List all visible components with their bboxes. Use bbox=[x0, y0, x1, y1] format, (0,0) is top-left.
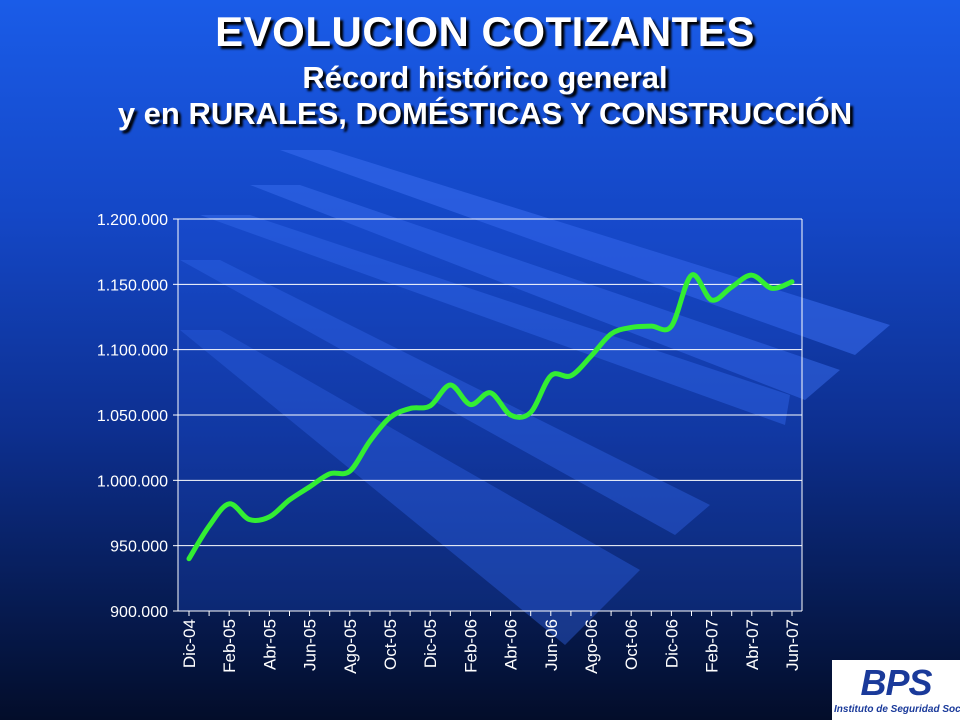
y-tick-label: 900.000 bbox=[110, 604, 168, 621]
data-point bbox=[208, 525, 210, 527]
data-point bbox=[188, 558, 190, 560]
x-tick-label: Ago-06 bbox=[582, 619, 601, 674]
x-tick-label: Jun-06 bbox=[542, 619, 561, 671]
data-point bbox=[409, 407, 411, 409]
data-point bbox=[268, 516, 270, 518]
axes bbox=[177, 219, 803, 616]
y-tick-label: 950.000 bbox=[110, 539, 168, 556]
data-point bbox=[389, 417, 391, 419]
data-point bbox=[429, 405, 431, 407]
x-tick-label: Jun-07 bbox=[783, 619, 802, 671]
data-point bbox=[309, 486, 311, 488]
x-tick-label: Ago-05 bbox=[341, 619, 360, 674]
x-tick-label: Oct-06 bbox=[622, 619, 641, 670]
data-point bbox=[670, 325, 672, 327]
data-point bbox=[228, 503, 230, 505]
data-point bbox=[691, 274, 692, 276]
bps-logo-subtitle: Instituto de Seguridad Social bbox=[834, 704, 960, 715]
bps-logo: BPS Instituto de Seguridad Social bbox=[832, 660, 960, 720]
x-tick-label: Feb-06 bbox=[461, 619, 480, 673]
x-tick-label: Dic-06 bbox=[662, 619, 681, 668]
data-point bbox=[510, 414, 512, 416]
data-point bbox=[570, 375, 572, 377]
slide-subtitle-line1: Récord histórico general bbox=[302, 60, 668, 95]
data-point bbox=[449, 384, 451, 386]
slide-subtitle-line2: y en RURALES, DOMÉSTICAS Y CONSTRUCCIÓN bbox=[117, 96, 853, 131]
x-tick-label: Abr-05 bbox=[260, 619, 279, 670]
data-point bbox=[711, 299, 713, 301]
data-point bbox=[349, 470, 351, 472]
x-tick-label: Jun-05 bbox=[301, 619, 320, 671]
data-point bbox=[289, 499, 290, 501]
x-tick-label: Dic-05 bbox=[421, 619, 440, 668]
data-point bbox=[369, 440, 371, 442]
y-tick-label: 1.200.000 bbox=[97, 212, 168, 229]
y-tick-label: 1.000.000 bbox=[97, 473, 168, 490]
data-point bbox=[550, 375, 552, 377]
bps-logo-mark: BPS bbox=[860, 662, 932, 703]
x-tick-label: Oct-05 bbox=[381, 619, 400, 670]
x-tick-label: Abr-07 bbox=[743, 619, 762, 670]
data-point bbox=[650, 325, 652, 327]
y-tick-label: 1.150.000 bbox=[97, 277, 168, 294]
data-point bbox=[490, 392, 491, 394]
data-point bbox=[791, 281, 793, 283]
y-tick-label: 1.050.000 bbox=[97, 408, 168, 425]
x-tick-labels: Dic-04 Feb-05 Abr-05 Jun-05 Ago-05 Oct-05 Dic-… bbox=[180, 619, 802, 674]
data-point bbox=[610, 333, 612, 335]
data-point bbox=[329, 473, 331, 475]
data-point bbox=[771, 287, 773, 289]
x-tick-label: Abr-06 bbox=[502, 619, 521, 670]
x-tick-label: Feb-07 bbox=[703, 619, 722, 673]
data-point bbox=[469, 404, 471, 406]
data-point bbox=[751, 274, 753, 276]
data-point bbox=[630, 326, 632, 328]
x-tick-label: Feb-05 bbox=[220, 619, 239, 673]
data-point bbox=[248, 519, 250, 521]
slide-title: EVOLUCION COTIZANTES bbox=[215, 8, 755, 55]
data-point bbox=[731, 286, 733, 288]
x-tick-label: Dic-04 bbox=[180, 619, 199, 668]
data-point bbox=[530, 411, 532, 413]
data-point bbox=[590, 355, 592, 357]
y-tick-label: 1.100.000 bbox=[97, 343, 168, 360]
background-stripes bbox=[180, 150, 890, 645]
title-block: EVOLUCION COTIZANTES Récord histórico ge… bbox=[0, 8, 960, 132]
series-line bbox=[186, 272, 795, 562]
y-tick-labels: 900.000 950.000 1.000.000 1.050.000 1.100.00… bbox=[97, 212, 168, 621]
